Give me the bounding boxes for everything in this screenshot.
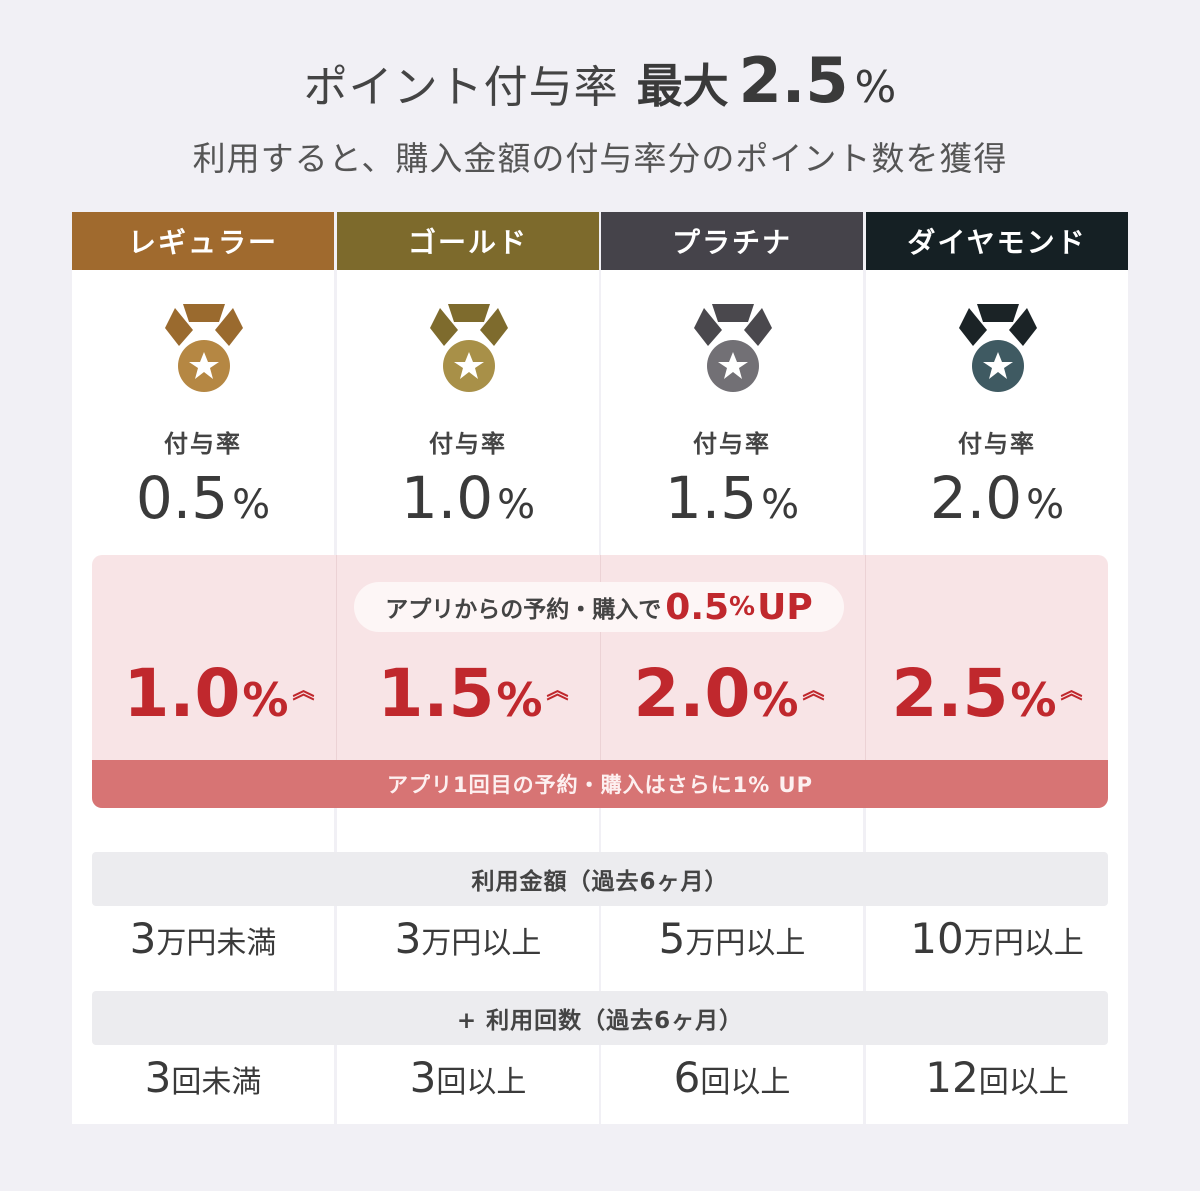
app-rate-regular: 1.0% ︽	[92, 655, 346, 732]
rate-label: 付与率	[693, 430, 771, 458]
app-rate-number: 2.5	[891, 655, 1009, 732]
app-rate-unit: %	[496, 673, 543, 727]
medal-icon	[694, 304, 772, 392]
app-rate-diamond: 2.5% ︽	[860, 655, 1108, 732]
count-condition-diamond: 12回以上	[866, 1053, 1128, 1102]
amount-condition-gold: 3万円以上	[337, 914, 599, 963]
count-condition-gold: 3回以上	[337, 1053, 599, 1102]
app-rate-unit: %	[752, 673, 799, 727]
amount-unit: 万円以上	[685, 926, 806, 961]
page-subtitle: 利用すると、購入金額の付与率分のポイント数を獲得	[192, 139, 1008, 178]
count-number: 3	[409, 1053, 437, 1102]
rate-number: 1.0	[400, 464, 494, 532]
app-rate-platinum: 2.0% ︽	[602, 655, 856, 732]
medal-icon	[165, 304, 243, 392]
amount-condition-platinum: 5万円以上	[601, 914, 863, 963]
amount-unit: 万円以上	[963, 926, 1084, 961]
count-unit: 回以上	[978, 1065, 1069, 1100]
pill-unit: %	[729, 592, 756, 622]
rate-number: 0.5	[135, 464, 229, 532]
rate-unit: %	[497, 482, 536, 528]
count-unit: 回未満	[171, 1065, 262, 1100]
app-rate-unit: %	[1010, 673, 1057, 727]
rate-value: 1.5%	[601, 464, 863, 532]
amount-condition-regular: 3万円未満	[72, 914, 334, 963]
rate-number: 2.0	[929, 464, 1023, 532]
count-unit: 回以上	[436, 1065, 527, 1100]
app-bonus-panel: アプリからの予約・購入で 0.5% UP 1.0% ︽ 1.5% ︽ 2.0% ︽ 2.5…	[92, 555, 1108, 808]
app-rate-number: 1.0	[123, 655, 241, 732]
amount-number: 3	[394, 914, 422, 963]
tier-header: ゴールド	[337, 212, 599, 270]
medal-icon	[430, 304, 508, 392]
tier-header: プラチナ	[601, 212, 863, 270]
rate-value: 2.0%	[866, 464, 1128, 532]
rate-unit: %	[761, 482, 800, 528]
column-divider	[336, 555, 337, 808]
medal-icon	[959, 304, 1037, 392]
page-title: ポイント付与率 最大 2.5%	[0, 44, 1200, 117]
amount-number: 3	[129, 914, 157, 963]
double-chevron-up-icon: ︽	[802, 679, 825, 704]
count-condition-platinum: 6回以上	[601, 1053, 863, 1102]
title-prefix: ポイント付与率	[303, 62, 619, 113]
pill-rate: 0.5	[665, 586, 730, 628]
rate-unit: %	[232, 482, 271, 528]
rate-value: 0.5%	[72, 464, 334, 532]
count-number: 12	[925, 1053, 979, 1102]
amount-unit: 万円以上	[421, 926, 542, 961]
app-rate-number: 2.0	[633, 655, 751, 732]
tier-header: ダイヤモンド	[866, 212, 1128, 270]
rate-number: 1.5	[664, 464, 758, 532]
count-condition-header: + 利用回数（過去6ヶ月）	[92, 991, 1108, 1045]
rate-label: 付与率	[958, 430, 1036, 458]
app-rate-unit: %	[242, 673, 289, 727]
count-number: 3	[144, 1053, 172, 1102]
rate-label: 付与率	[164, 430, 242, 458]
double-chevron-up-icon: ︽	[1060, 679, 1083, 704]
first-app-bonus-note: アプリ1回目の予約・購入はさらに1% UP	[92, 760, 1108, 808]
pill-up: UP	[757, 586, 813, 628]
count-unit: 回以上	[700, 1065, 791, 1100]
tier-header: レギュラー	[72, 212, 334, 270]
pill-text: アプリからの予約・購入で	[385, 597, 662, 623]
column-divider	[865, 555, 866, 808]
title-max: 最大	[636, 59, 729, 113]
app-rate-gold: 1.5% ︽	[346, 655, 600, 732]
app-rate-number: 1.5	[377, 655, 495, 732]
amount-condition-header: 利用金額（過去6ヶ月）	[92, 852, 1108, 906]
count-condition-regular: 3回未満	[72, 1053, 334, 1102]
app-bonus-pill: アプリからの予約・購入で 0.5% UP	[354, 582, 844, 632]
amount-unit: 万円未満	[156, 926, 277, 961]
title-unit: %	[854, 62, 897, 113]
double-chevron-up-icon: ︽	[546, 679, 569, 704]
amount-number: 5	[658, 914, 686, 963]
column-divider	[600, 555, 601, 808]
title-value: 2.5	[738, 44, 849, 117]
amount-number: 10	[910, 914, 964, 963]
rate-unit: %	[1026, 482, 1065, 528]
amount-condition-diamond: 10万円以上	[866, 914, 1128, 963]
rate-label: 付与率	[429, 430, 507, 458]
double-chevron-up-icon: ︽	[292, 679, 315, 704]
rate-value: 1.0%	[337, 464, 599, 532]
count-number: 6	[673, 1053, 701, 1102]
